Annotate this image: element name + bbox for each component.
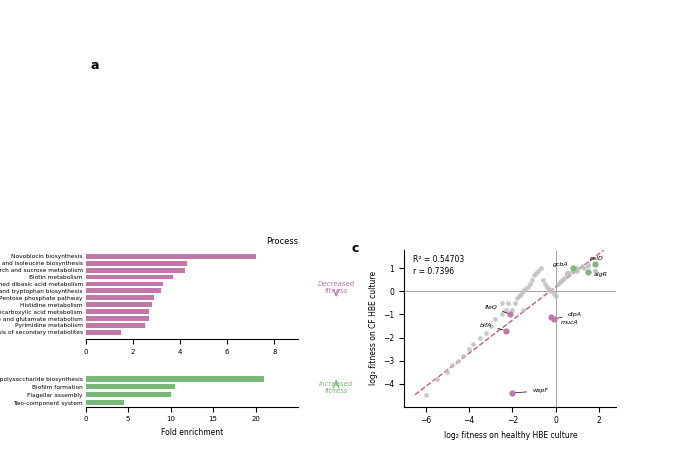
Point (548, 290, 559, 298)
Text: dipA: dipA (556, 312, 582, 319)
Bar (86, 392, 171, 398)
Point (496, 299, 507, 307)
Bar (86, 302, 151, 307)
Bar (86, 309, 149, 314)
Text: algR: algR (588, 272, 608, 277)
Y-axis label: log₂ fitness on CF HBE culture: log₂ fitness on CF HBE culture (369, 271, 377, 385)
Bar (86, 288, 161, 293)
Point (568, 265, 579, 272)
Point (540, 281, 551, 288)
Point (520, 286, 531, 293)
Point (453, 357, 464, 364)
Point (464, 345, 475, 353)
Point (589, 267, 600, 274)
Point (442, 368, 453, 376)
Point (481, 329, 492, 336)
Point (579, 265, 590, 272)
Point (531, 269, 542, 276)
Point (546, 288, 557, 295)
Point (501, 306, 512, 314)
Point (511, 295, 522, 302)
Point (518, 306, 529, 314)
Point (431, 375, 442, 383)
Text: gcbA: gcbA (553, 262, 573, 268)
Point (559, 274, 570, 281)
Point (583, 262, 594, 270)
Text: fleQ: fleQ (484, 304, 508, 314)
Point (457, 352, 468, 360)
Point (589, 267, 600, 274)
Point (561, 269, 572, 276)
Point (505, 311, 516, 318)
Point (514, 292, 525, 300)
Point (447, 361, 458, 369)
Text: a: a (91, 59, 99, 72)
X-axis label: log₂ fitness on healthy HBE culture: log₂ fitness on healthy HBE culture (444, 431, 577, 440)
Point (501, 327, 512, 334)
Point (524, 281, 535, 288)
Point (555, 278, 566, 286)
Point (561, 271, 572, 279)
Text: Process: Process (266, 237, 298, 246)
Point (516, 290, 527, 298)
Text: bifA: bifA (480, 323, 503, 330)
Bar (86, 275, 173, 280)
Point (583, 260, 594, 267)
Bar (86, 282, 164, 287)
Bar (86, 384, 175, 389)
Bar (86, 400, 124, 405)
Point (557, 276, 568, 283)
Bar (86, 330, 121, 335)
Point (527, 276, 538, 283)
Point (568, 267, 579, 274)
X-axis label: Fold enrichment: Fold enrichment (161, 428, 223, 437)
Point (475, 334, 486, 341)
Point (490, 315, 501, 323)
Text: r = 0.7396: r = 0.7396 (412, 267, 453, 276)
Point (535, 265, 546, 272)
Point (544, 286, 555, 293)
Point (518, 288, 529, 295)
Point (553, 281, 564, 288)
Text: Decreased
fitness: Decreased fitness (318, 281, 355, 294)
Bar (86, 261, 187, 266)
Point (537, 276, 548, 283)
Point (572, 265, 583, 272)
Text: mucA: mucA (554, 318, 579, 325)
Bar (86, 295, 154, 300)
Text: pslD: pslD (589, 255, 603, 264)
Point (507, 389, 518, 397)
Bar (86, 268, 185, 272)
Point (509, 299, 520, 307)
Point (550, 292, 561, 300)
Point (507, 306, 518, 314)
Point (546, 313, 557, 320)
Text: Increased
fitness: Increased fitness (319, 381, 353, 393)
Text: R² = 0.54703: R² = 0.54703 (412, 255, 464, 264)
Point (542, 283, 553, 291)
Point (548, 315, 559, 323)
Point (421, 392, 432, 399)
Point (522, 283, 533, 291)
Point (503, 299, 514, 307)
Point (496, 311, 507, 318)
Bar (86, 377, 264, 382)
Point (468, 341, 479, 348)
Point (576, 262, 587, 270)
Text: c: c (351, 242, 358, 255)
Point (589, 260, 600, 267)
Point (583, 268, 594, 276)
Point (533, 267, 544, 274)
Bar (86, 254, 256, 259)
Text: wspF: wspF (515, 388, 548, 393)
Point (486, 322, 497, 329)
Bar (86, 323, 145, 328)
Point (563, 269, 574, 276)
Point (529, 271, 540, 279)
Point (572, 267, 583, 274)
Bar (86, 316, 149, 321)
